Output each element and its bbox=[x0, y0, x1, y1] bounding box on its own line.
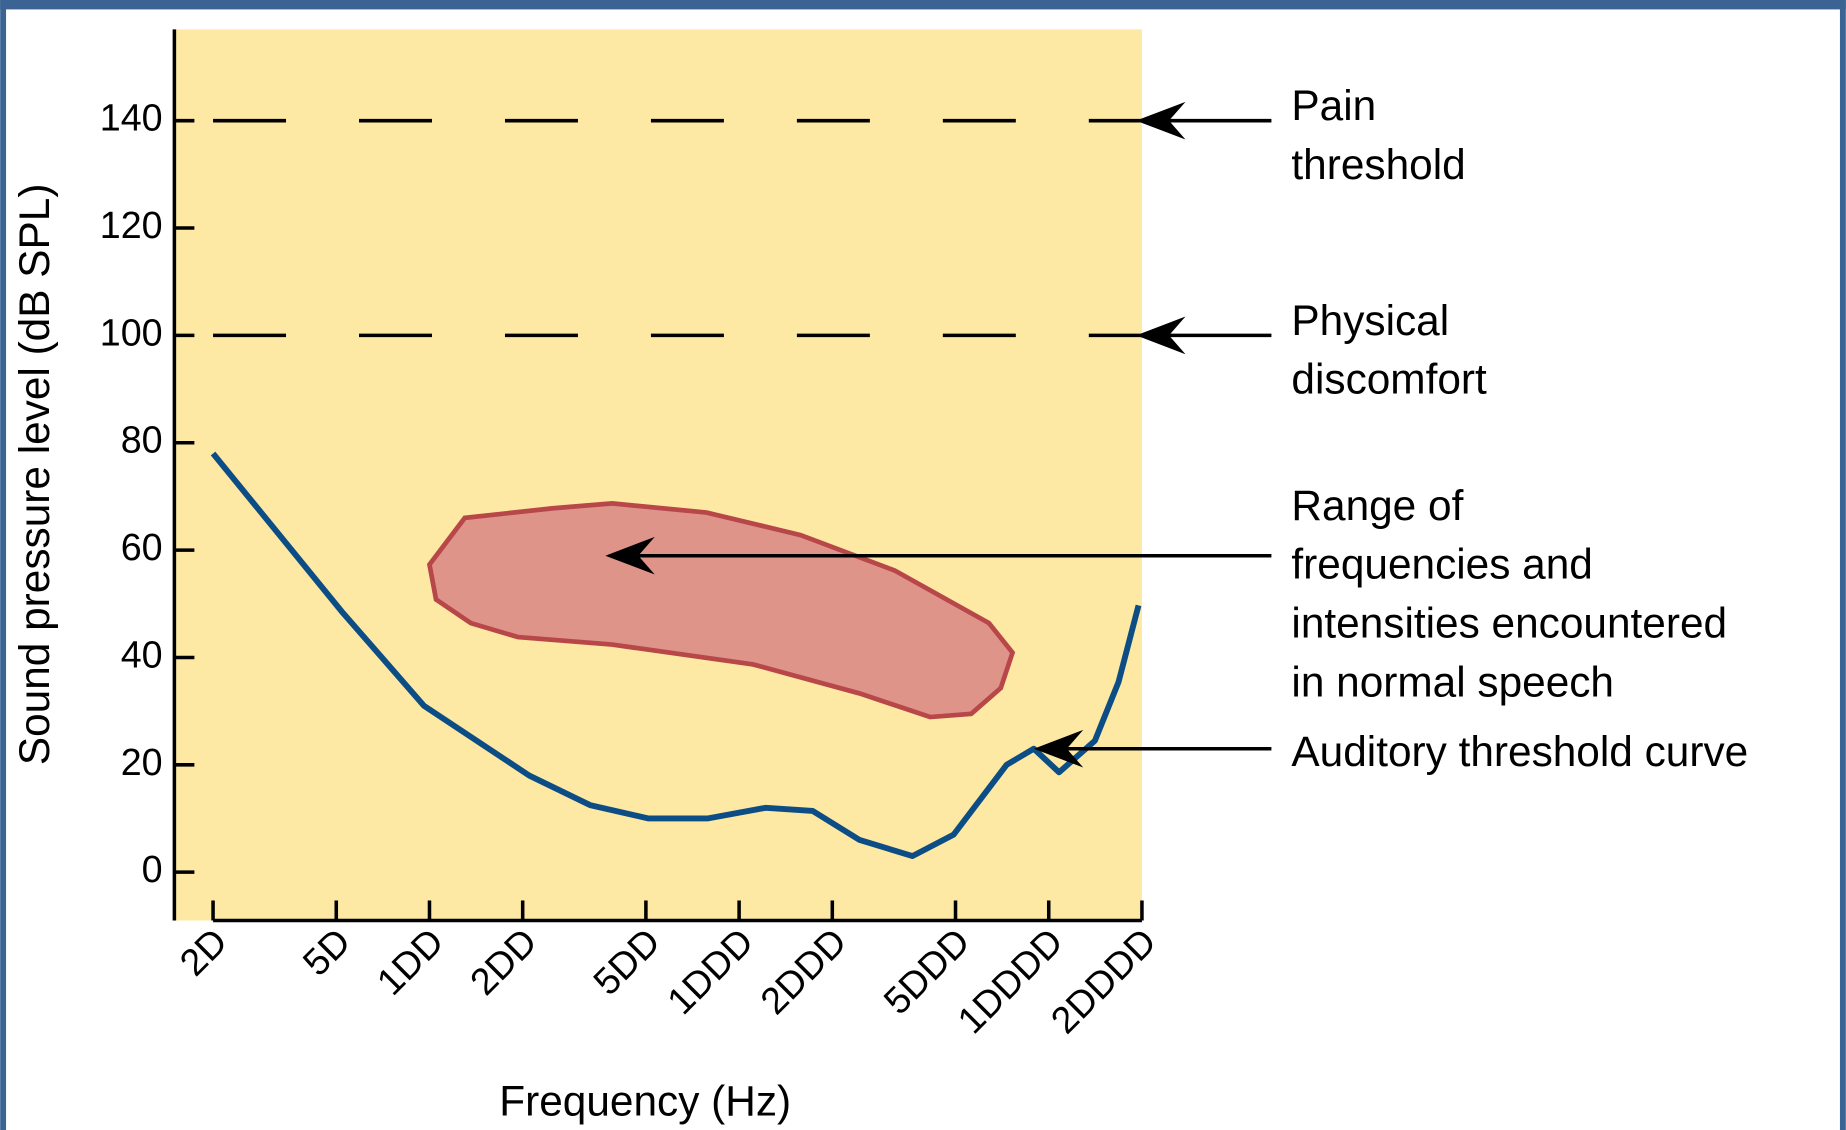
reference-label: Physical bbox=[1291, 297, 1449, 344]
y-tick-label: 80 bbox=[121, 419, 163, 461]
reference-arrow-head bbox=[1136, 316, 1186, 355]
y-tick-label: 0 bbox=[142, 848, 163, 890]
y-tick-label: 140 bbox=[100, 97, 163, 139]
plot-background bbox=[174, 29, 1142, 921]
frame-left bbox=[0, 0, 7, 1130]
region-arrow-head bbox=[605, 536, 655, 575]
x-tick-label: 5DD bbox=[585, 920, 668, 1003]
y-tick-label: 100 bbox=[100, 311, 163, 353]
y-tick-label: 40 bbox=[121, 633, 163, 675]
y-tick-label: 20 bbox=[121, 741, 163, 783]
region-label: in normal speech bbox=[1291, 658, 1614, 705]
region-label: Range of bbox=[1291, 482, 1463, 529]
reference-label: threshold bbox=[1291, 141, 1465, 188]
x-tick-label: 5D bbox=[295, 920, 359, 984]
y-axis-label: Sound pressure level (dB SPL) bbox=[11, 184, 58, 766]
series-arrow-head bbox=[1033, 729, 1084, 768]
region-label: intensities encountered bbox=[1291, 600, 1727, 647]
region-label: frequencies and bbox=[1291, 541, 1592, 588]
series-label: Auditory threshold curve bbox=[1291, 728, 1748, 775]
x-tick-label: 2DDDD bbox=[1043, 920, 1164, 1041]
x-tick-label: 2DD bbox=[462, 920, 545, 1003]
y-tick-label: 60 bbox=[121, 526, 163, 568]
y-tick-label: 120 bbox=[100, 204, 163, 246]
x-tick-label: 1DDD bbox=[659, 920, 761, 1022]
x-axis-label: Frequency (Hz) bbox=[499, 1077, 791, 1124]
x-tick-label: 2D bbox=[171, 920, 235, 984]
reference-arrow-head bbox=[1136, 101, 1186, 140]
reference-label: Pain bbox=[1291, 82, 1376, 129]
frame-top bbox=[0, 0, 1846, 10]
reference-label: discomfort bbox=[1291, 356, 1487, 403]
x-tick-label: 1DD bbox=[369, 920, 452, 1003]
threshold-curve bbox=[210, 451, 1142, 860]
x-tick-label: 2DDD bbox=[752, 920, 854, 1022]
frame-right bbox=[1839, 0, 1846, 1130]
speech-region bbox=[426, 501, 1016, 720]
